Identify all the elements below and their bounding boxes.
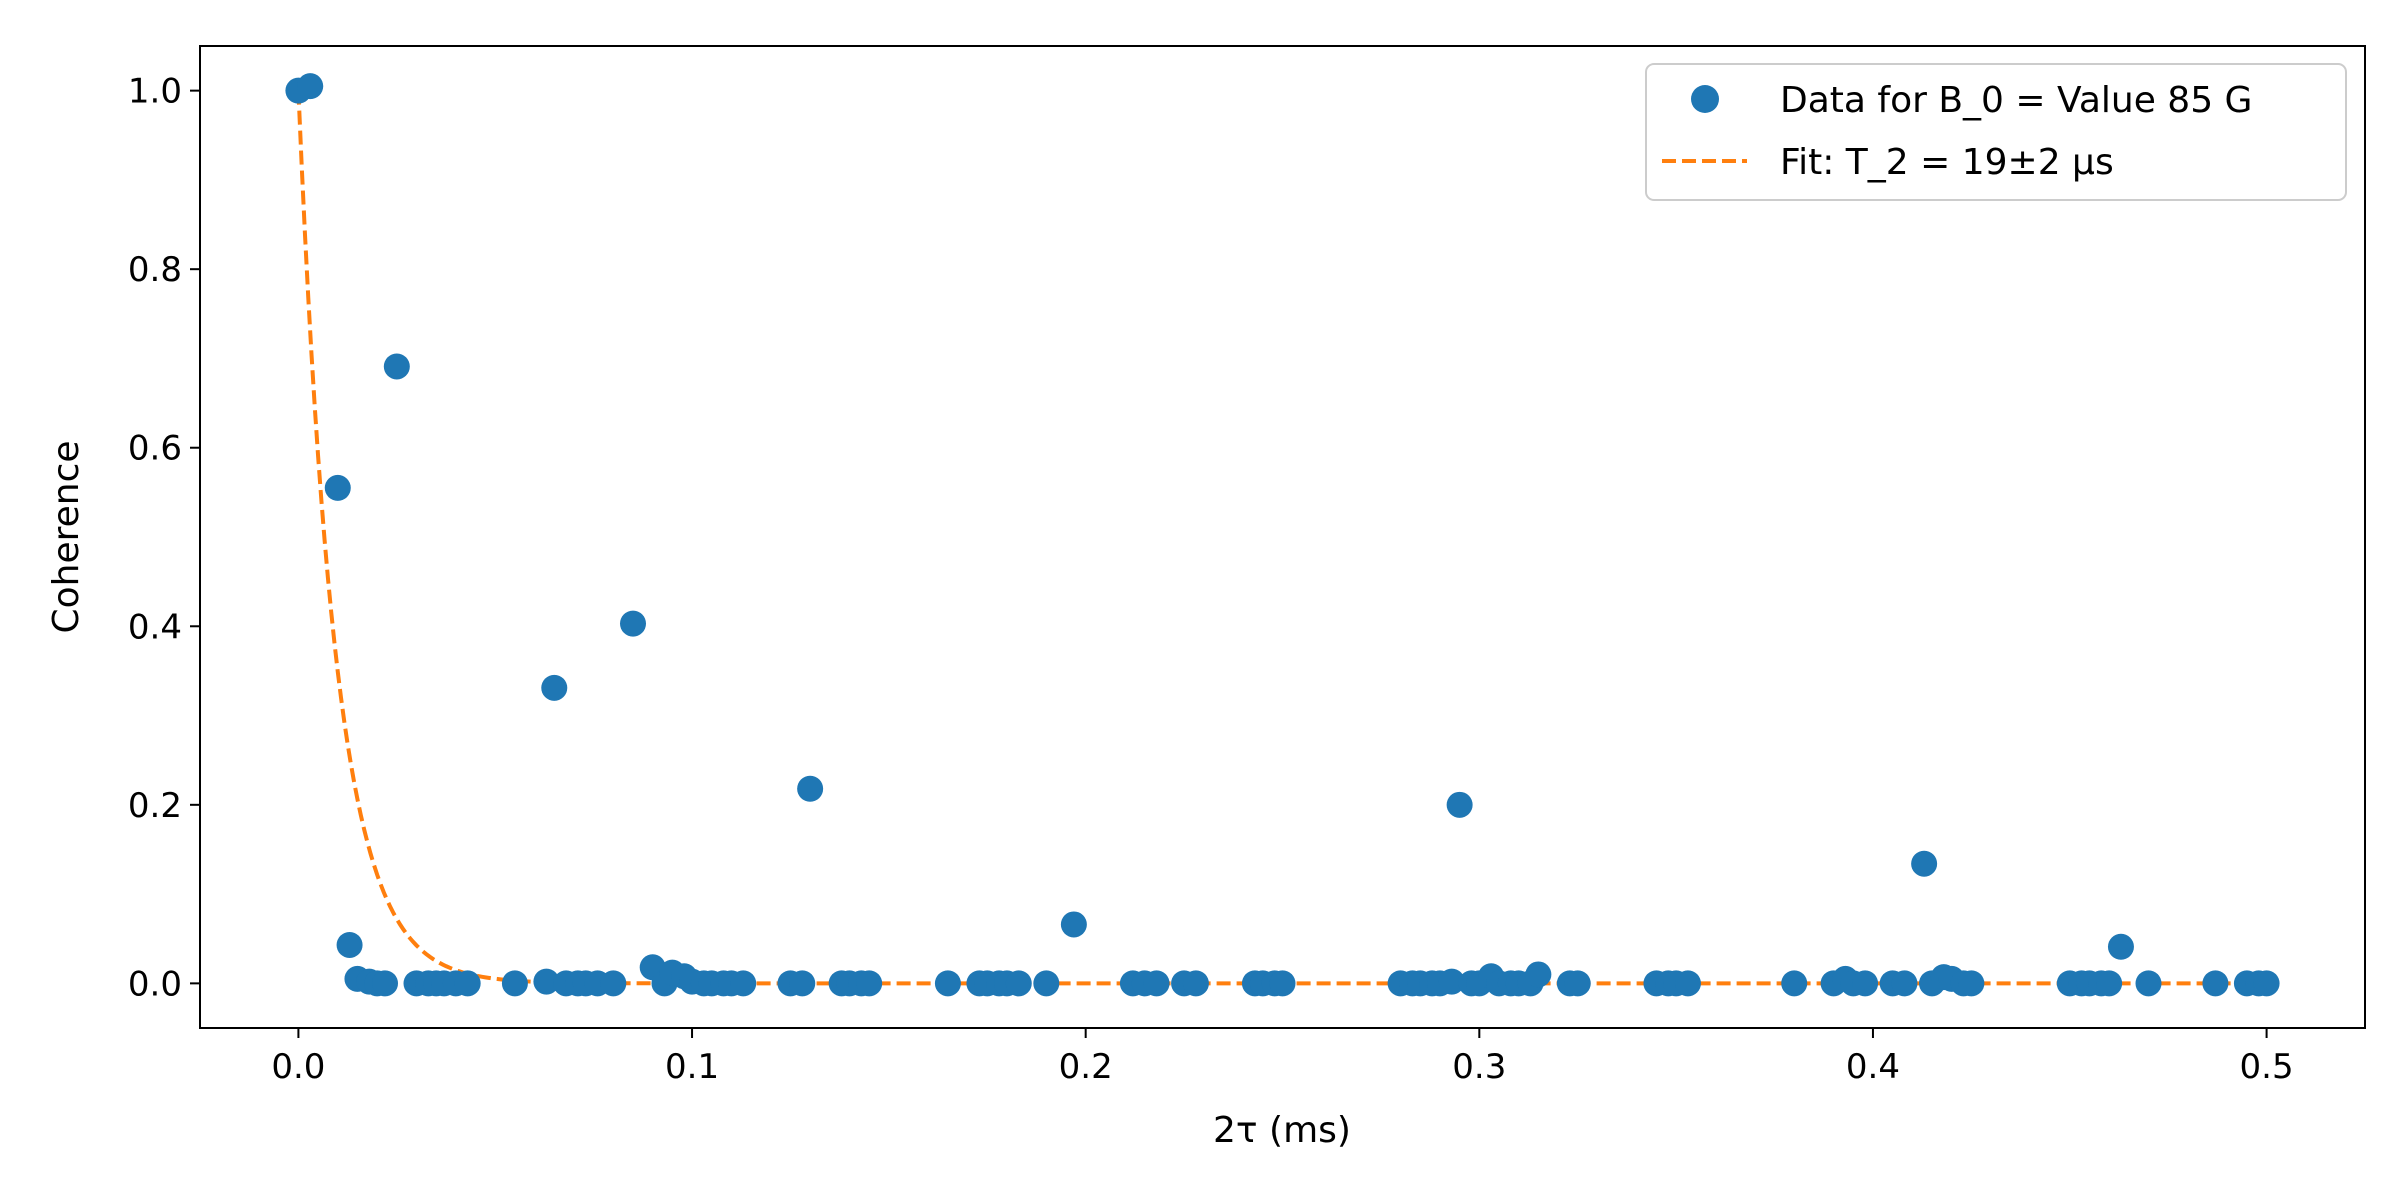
data-point [1033,970,1060,997]
x-tick-label: 0.5 [2240,1047,2294,1087]
data-point [2202,970,2229,997]
x-tick-label: 0.0 [271,1047,325,1087]
data-point [620,610,646,637]
x-axis-label: 2τ (ms) [1213,1110,1351,1151]
data-point [600,970,627,997]
data-point [541,674,568,701]
data-point [1911,850,1938,877]
data-point [1005,970,1032,997]
data-point [336,931,363,958]
legend-fit-label: Fit: T_2 = 19±2 μs [1780,142,2114,183]
data-point [1525,961,1552,988]
data-point [297,73,324,100]
data-point [1674,970,1701,997]
y-axis-label: Coherence [46,440,87,633]
y-tick-label: 0.4 [128,607,182,647]
x-tick-label: 0.4 [1846,1047,1900,1087]
x-tick-label: 0.3 [1452,1047,1506,1087]
data-point [533,968,560,995]
plot-frame [199,45,2366,1029]
data-point [1143,970,1170,997]
x-tick-label: 0.1 [665,1047,719,1087]
data-point [1891,970,1918,997]
data-points-layer [285,73,2280,997]
y-tick-label: 0.2 [128,786,182,826]
data-point [372,970,399,997]
y-tick-label: 1.0 [128,72,182,112]
legend-frame [1645,63,2347,201]
y-tick-label: 0.8 [128,250,182,290]
data-point [730,970,757,997]
data-point [2135,970,2162,997]
data-point [1182,970,1209,997]
legend-data-marker [1691,85,1719,113]
data-point [1781,970,1808,997]
data-point [1269,970,1296,997]
data-point [789,970,816,997]
data-point [383,353,410,380]
y-tick-label: 0.6 [128,429,182,469]
data-point [1564,970,1591,997]
data-point [2096,970,2123,997]
data-point [1438,968,1465,995]
legend: Data for B_0 = Value 85 G Fit: T_2 = 19±… [1645,63,2347,201]
data-point [797,775,824,802]
x-tick-label: 0.2 [1059,1047,1113,1087]
data-point [934,970,961,997]
data-point [856,970,883,997]
x-axis-ticks: 0.0 0.1 0.2 0.3 0.4 0.5 [271,1028,2294,1087]
data-point [501,970,528,997]
data-point [454,970,481,997]
data-point [2253,970,2280,997]
data-point [2107,933,2134,960]
data-point [1060,911,1087,938]
y-tick-label: 0.0 [128,964,182,1004]
data-point [1958,970,1985,997]
data-point [1446,791,1473,818]
data-point [324,474,351,501]
legend-data-label: Data for B_0 = Value 85 G [1780,80,2252,121]
y-axis-ticks: 0.0 0.2 0.4 0.6 0.8 1.0 [128,72,200,1004]
data-point [1852,970,1879,997]
